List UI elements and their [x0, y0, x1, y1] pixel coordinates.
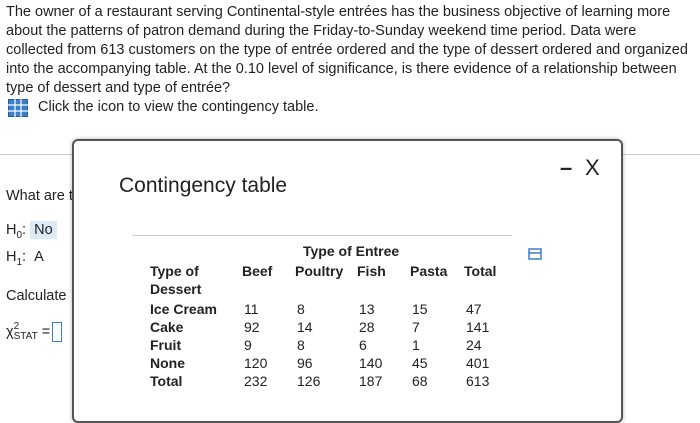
column-header: Total	[464, 263, 497, 279]
table-cell: 8	[297, 301, 305, 317]
row-label: Cake	[150, 319, 184, 335]
table-cell: 187	[359, 373, 383, 389]
h-sub: 0	[16, 229, 23, 241]
row-label: Ice Cream	[150, 301, 217, 317]
table-cell: 11	[244, 301, 259, 317]
table-cell: 45	[412, 355, 428, 371]
page: The owner of a restaurant serving Contin…	[0, 4, 700, 423]
h0: H0: No	[6, 221, 57, 241]
chi-sub: STAT	[13, 331, 38, 342]
chi: χ	[6, 323, 14, 340]
table-cell: 126	[297, 373, 321, 389]
table-cell: 232	[244, 373, 268, 389]
prompt: What are t	[6, 188, 73, 204]
table-cell: 1	[412, 337, 420, 353]
table-rule	[132, 235, 512, 236]
column-header: Poultry	[295, 263, 344, 279]
table-cell: 6	[359, 337, 367, 353]
table-cell: 613	[466, 373, 490, 389]
table-cell: 13	[359, 301, 375, 317]
h1: H1: A	[6, 249, 48, 268]
colon: :	[22, 249, 27, 265]
column-header: Beef	[242, 263, 273, 279]
h-symbol: H	[6, 249, 17, 265]
row-label: None	[150, 355, 185, 371]
table-cell: 68	[412, 373, 428, 389]
question-line: type of dessert and type of entrée?	[6, 80, 231, 96]
table-cell: 24	[466, 337, 482, 353]
table-cell: 96	[297, 355, 313, 371]
row-header: Type of	[150, 263, 199, 279]
table-icon[interactable]	[8, 99, 28, 117]
dialog-title: Contingency table	[119, 174, 288, 197]
minimize-button[interactable]: –	[560, 155, 573, 180]
h-symbol: H	[6, 222, 17, 238]
dialog: Contingency table – X Type of Entree Type…	[72, 139, 623, 423]
close-button[interactable]: X	[585, 155, 600, 180]
row-header: Dessert	[150, 281, 202, 297]
table-cell: 7	[412, 319, 420, 335]
table-cell: 8	[297, 337, 305, 353]
table-cell: 15	[412, 301, 428, 317]
table-cell: 9	[244, 337, 252, 353]
equals: =	[41, 323, 51, 340]
colon: :	[22, 222, 27, 238]
table-cell: 92	[244, 319, 260, 335]
table-cell: 14	[297, 319, 313, 335]
table-cell: 140	[359, 355, 383, 371]
answer[interactable]: A	[34, 249, 44, 265]
group-header: Type of Entree	[303, 243, 400, 259]
input[interactable]	[52, 322, 63, 342]
calculate: Calculate	[6, 288, 67, 304]
question-line: collected from 613 customers on the type…	[6, 42, 688, 58]
table-cell: 28	[359, 319, 375, 335]
h-sub: 1	[16, 256, 23, 268]
row-label: Fruit	[150, 337, 182, 353]
column-header: Fish	[357, 263, 386, 279]
row-label: Total	[150, 373, 183, 389]
chi-sup: 2	[13, 321, 20, 332]
table-cell: 141	[466, 319, 490, 335]
column-header: Pasta	[410, 263, 448, 279]
question-line: about the patterns of patron demand duri…	[6, 23, 637, 39]
table-cell: 47	[466, 301, 482, 317]
link-text[interactable]: Click the icon to view the contingency t…	[38, 99, 319, 115]
answer[interactable]: No	[30, 221, 57, 239]
chi-stat: χ 2 STAT =	[6, 321, 63, 342]
table-cell: 401	[466, 355, 490, 371]
table-cell: 120	[244, 355, 268, 371]
question-line: The owner of a restaurant serving Contin…	[6, 4, 671, 20]
question-line: into the accompanying table. At the 0.10…	[6, 61, 677, 77]
copy-icon[interactable]	[528, 248, 542, 261]
